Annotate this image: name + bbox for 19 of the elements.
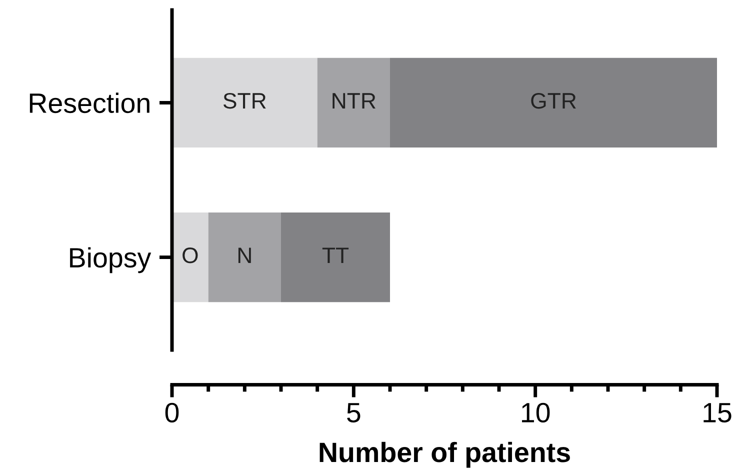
bar — [390, 58, 717, 148]
x-axis-title: Number of patients — [320, 442, 570, 468]
x-tick-label: 10 — [522, 402, 550, 422]
data-label: TT — [322, 248, 349, 264]
data-label: NTR — [332, 93, 376, 108]
bar — [208, 212, 281, 302]
bar — [281, 212, 390, 302]
data-label: STR — [223, 92, 266, 109]
bar — [172, 212, 208, 302]
y-tick-label: Biopsy — [70, 247, 152, 274]
data-label: GTR — [531, 92, 576, 109]
x-tick-label: 5 — [347, 403, 360, 422]
y-tick-label: Resection — [30, 92, 150, 114]
bar — [317, 58, 390, 148]
data-label: O — [182, 248, 198, 264]
x-tick-label: 0 — [165, 402, 179, 422]
data-label: N — [238, 248, 251, 264]
bar — [172, 58, 318, 148]
x-tick-label: 15 — [704, 403, 732, 422]
